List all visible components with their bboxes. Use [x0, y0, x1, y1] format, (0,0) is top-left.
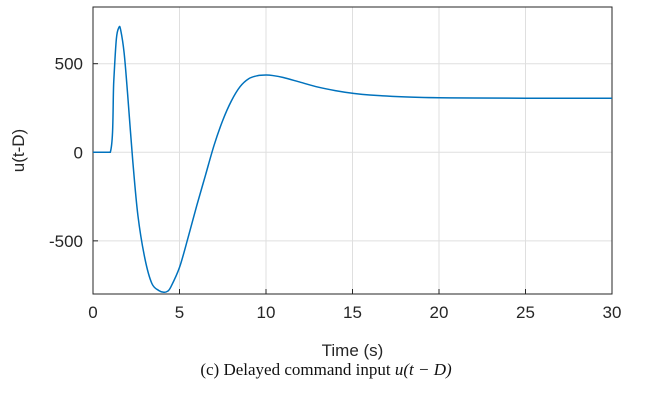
x-tick-label: 15: [343, 303, 362, 322]
series-line: [93, 25, 613, 294]
x-tick-label: 5: [175, 303, 184, 322]
x-axis-label: Time (s): [322, 341, 384, 360]
caption-text: (c) Delayed command input: [200, 360, 395, 379]
grid: [93, 7, 612, 294]
figure-caption: (c) Delayed command input u(t − D): [0, 360, 652, 380]
x-tick-label: 25: [516, 303, 535, 322]
caption-math: u(t − D): [394, 360, 452, 379]
x-tick-label: 30: [603, 303, 622, 322]
y-tick-label: -500: [49, 232, 83, 251]
x-tick-label: 20: [430, 303, 449, 322]
ticks: 0 5 10 15 20 25 30 -500 0 500: [49, 55, 621, 322]
x-tick-label: 0: [88, 303, 97, 322]
y-tick-label: 500: [55, 55, 83, 74]
y-axis-label: u(t-D): [9, 129, 28, 172]
x-tick-label: 10: [257, 303, 276, 322]
y-tick-label: 0: [74, 143, 83, 162]
